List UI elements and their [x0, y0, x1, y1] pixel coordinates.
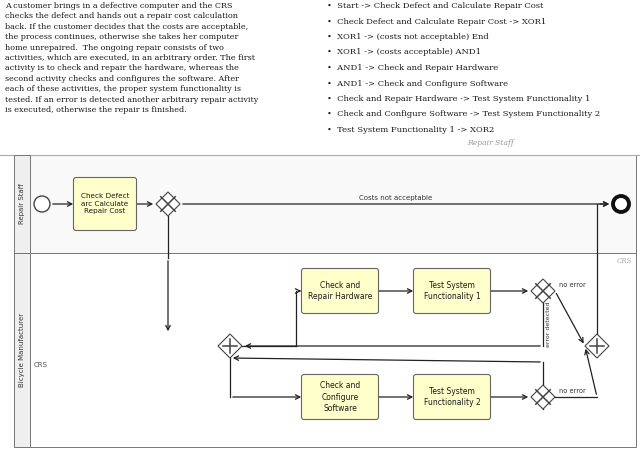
Text: Check and
Repair Hardware: Check and Repair Hardware [308, 281, 372, 301]
Text: CRS: CRS [616, 257, 632, 265]
Bar [14, 155, 30, 253]
Circle shape [613, 196, 629, 212]
FancyBboxPatch shape [413, 269, 490, 313]
Bar [14, 155, 636, 253]
Bar [14, 155, 636, 447]
Text: •  Check Defect and Calculate Repair Cost -> XOR1: • Check Defect and Calculate Repair Cost… [327, 18, 547, 26]
Polygon shape [531, 279, 555, 303]
Text: Check Defect
arc Calculate
Repair Cost: Check Defect arc Calculate Repair Cost [81, 194, 129, 215]
Text: no error: no error [559, 388, 586, 394]
Text: •  XOR1 -> (costs acceptable) AND1: • XOR1 -> (costs acceptable) AND1 [327, 48, 481, 57]
Text: Bicycle Manufacturer: Bicycle Manufacturer [19, 313, 25, 387]
Text: A customer brings in a defective computer and the CRS
checks the defect and hand: A customer brings in a defective compute… [5, 2, 259, 114]
Text: error detected: error detected [546, 302, 551, 347]
Polygon shape [218, 334, 242, 358]
Text: •  Check and Configure Software -> Test System Functionality 2: • Check and Configure Software -> Test S… [327, 110, 600, 119]
Text: •  AND1 -> Check and Configure Software: • AND1 -> Check and Configure Software [327, 79, 508, 88]
Text: Check and
Configure
Software: Check and Configure Software [320, 381, 360, 413]
Text: CRS: CRS [34, 362, 48, 368]
Text: •  Test System Functionality 1 -> XOR2: • Test System Functionality 1 -> XOR2 [327, 126, 494, 134]
Text: •  Start -> Check Defect and Calculate Repair Cost: • Start -> Check Defect and Calculate Re… [327, 2, 543, 10]
Text: Test System
Functionality 2: Test System Functionality 2 [424, 387, 481, 407]
FancyBboxPatch shape [301, 269, 378, 313]
Text: •  AND1 -> Check and Repair Hardware: • AND1 -> Check and Repair Hardware [327, 64, 498, 72]
Polygon shape [531, 385, 555, 409]
FancyBboxPatch shape [301, 374, 378, 419]
Text: Repair Staff: Repair Staff [467, 139, 513, 147]
Text: Costs not acceptable: Costs not acceptable [360, 195, 433, 201]
Text: Repair Staff: Repair Staff [19, 184, 25, 224]
FancyBboxPatch shape [74, 177, 136, 230]
Polygon shape [156, 192, 180, 216]
Text: no error: no error [559, 282, 586, 288]
Circle shape [34, 196, 50, 212]
Text: •  Check and Repair Hardware -> Test System Functionality 1: • Check and Repair Hardware -> Test Syst… [327, 95, 590, 103]
Text: Test System
Functionality 1: Test System Functionality 1 [424, 281, 481, 301]
Bar [14, 253, 30, 447]
Polygon shape [585, 334, 609, 358]
FancyBboxPatch shape [413, 374, 490, 419]
Text: •  XOR1 -> (costs not acceptable) End: • XOR1 -> (costs not acceptable) End [327, 33, 489, 41]
